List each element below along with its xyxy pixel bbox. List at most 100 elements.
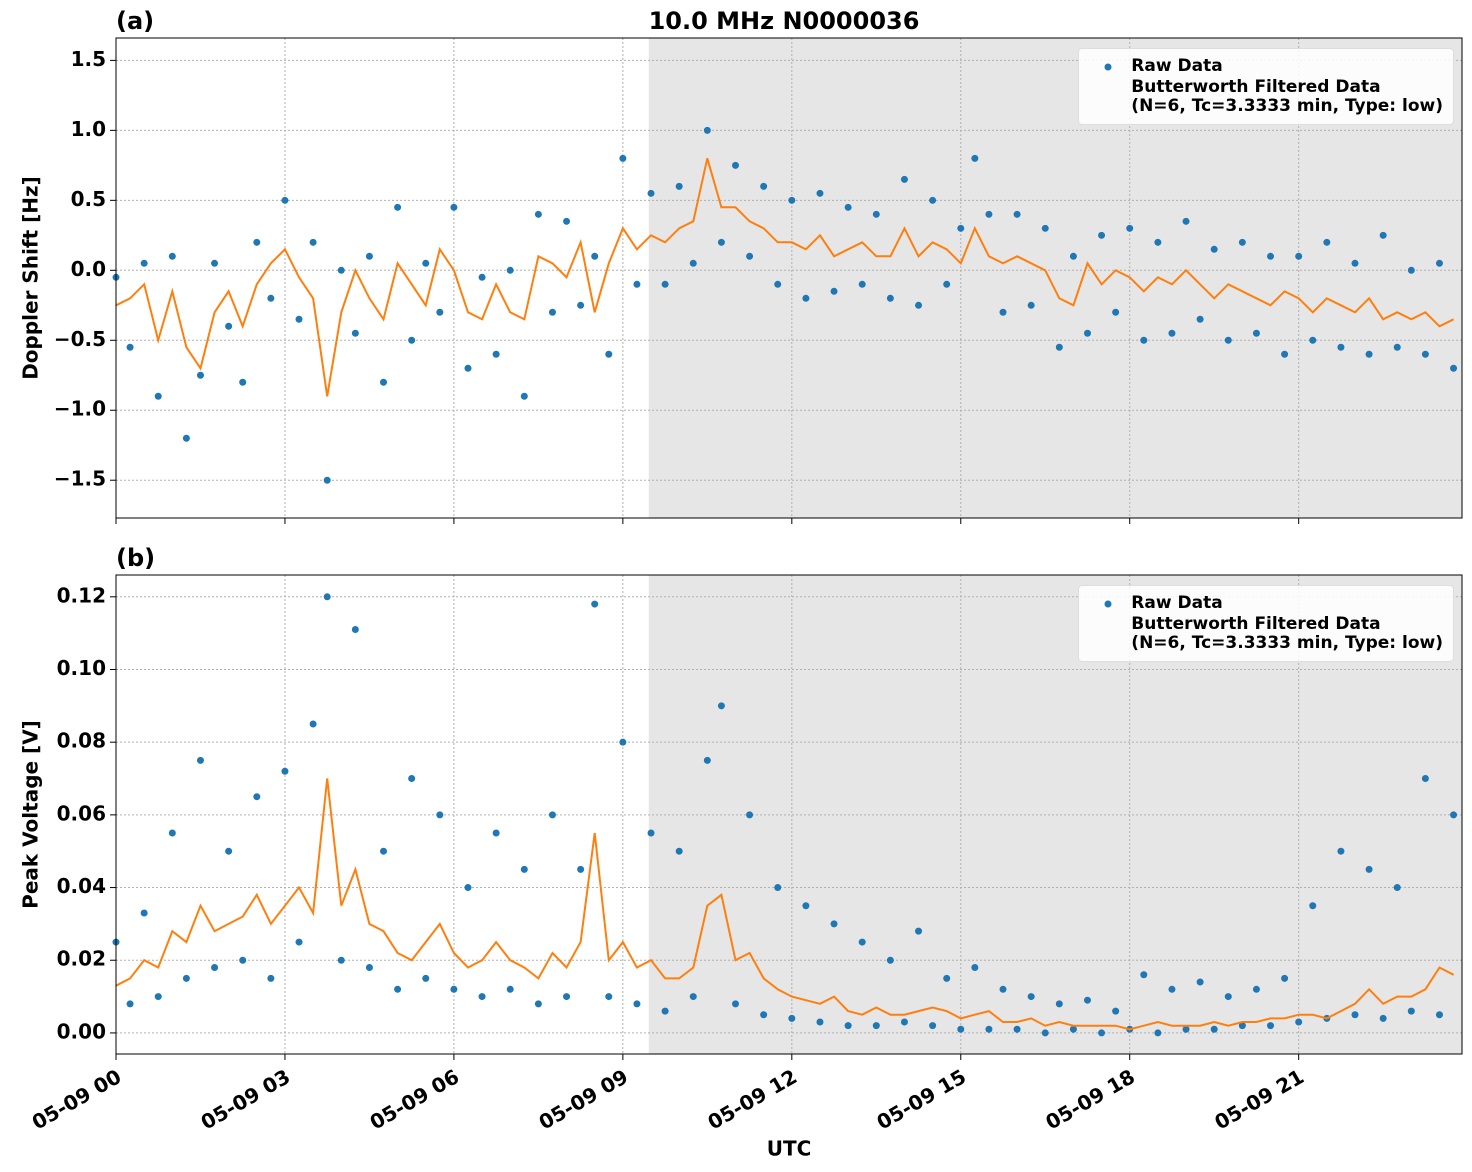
legend-swatch	[1104, 600, 1112, 608]
raw-point	[140, 259, 148, 267]
raw-point	[661, 1007, 669, 1015]
raw-point	[830, 287, 838, 295]
raw-point	[351, 329, 359, 337]
raw-point	[1252, 329, 1260, 337]
raw-point	[731, 1000, 739, 1008]
raw-point	[1295, 1018, 1303, 1026]
raw-point	[253, 793, 261, 801]
raw-point	[436, 811, 444, 819]
raw-point	[1365, 865, 1373, 873]
raw-point	[1098, 231, 1106, 239]
y-tick-label: −1.5	[54, 467, 106, 491]
raw-point	[1112, 308, 1120, 316]
y-tick-label: 0.0	[71, 257, 106, 281]
raw-point	[1041, 1029, 1049, 1037]
raw-point	[1224, 993, 1232, 1001]
raw-point	[1069, 1025, 1077, 1033]
raw-point	[168, 252, 176, 260]
raw-point	[1379, 1014, 1387, 1022]
raw-point	[872, 210, 880, 218]
raw-point	[126, 1000, 134, 1008]
y-tick-label: 0.5	[71, 187, 106, 211]
raw-point	[577, 865, 585, 873]
raw-point	[1224, 336, 1232, 344]
y-tick-label: 0.02	[57, 947, 106, 971]
raw-point	[563, 217, 571, 225]
raw-point	[591, 600, 599, 608]
legend-entry: Butterworth Filtered Data (N=6, Tc=3.333…	[1085, 615, 1443, 653]
raw-point	[1393, 884, 1401, 892]
raw-point	[802, 294, 810, 302]
raw-point	[675, 182, 683, 190]
y-tick-label: 0.08	[57, 729, 106, 753]
raw-point	[957, 1025, 965, 1033]
x-tick-label: 05-09 21	[1210, 1064, 1308, 1134]
raw-point	[1252, 985, 1260, 993]
raw-point	[211, 964, 219, 972]
raw-point	[365, 964, 373, 972]
raw-point	[422, 974, 430, 982]
raw-point	[365, 252, 373, 260]
raw-point	[661, 280, 669, 288]
raw-point	[182, 434, 190, 442]
raw-point	[520, 865, 528, 873]
legend-key	[1085, 57, 1131, 76]
raw-point	[957, 224, 965, 232]
raw-point	[1154, 238, 1162, 246]
raw-point	[1055, 343, 1063, 351]
filtered-line	[115, 158, 1455, 397]
raw-point	[1182, 217, 1190, 225]
raw-point	[971, 964, 979, 972]
raw-point	[1435, 259, 1443, 267]
raw-point	[619, 738, 627, 746]
raw-point	[858, 280, 866, 288]
raw-point	[478, 993, 486, 1001]
raw-point	[1365, 350, 1373, 358]
raw-point	[1140, 971, 1148, 979]
raw-point	[1393, 343, 1401, 351]
raw-point	[774, 280, 782, 288]
raw-point	[492, 829, 500, 837]
raw-point	[225, 847, 233, 855]
raw-point	[1267, 252, 1275, 260]
raw-point	[464, 364, 472, 372]
raw-point	[548, 308, 556, 316]
raw-point	[915, 927, 923, 935]
raw-point	[999, 985, 1007, 993]
raw-point	[985, 210, 993, 218]
raw-point	[1013, 1025, 1021, 1033]
raw-point	[380, 378, 388, 386]
plot-frame	[115, 574, 1463, 1055]
legend: Raw Data Butterworth Filtered Data (N=6, …	[1078, 48, 1454, 125]
raw-point	[619, 154, 627, 162]
raw-point	[506, 985, 514, 993]
legend-entry: Raw Data	[1085, 57, 1443, 76]
legend-label: Butterworth Filtered Data (N=6, Tc=3.333…	[1131, 614, 1443, 653]
x-tick-label: 05-09 09	[535, 1064, 633, 1134]
raw-point	[1281, 350, 1289, 358]
raw-point	[1112, 1007, 1120, 1015]
raw-point	[703, 756, 711, 764]
raw-point	[1196, 978, 1204, 986]
raw-point	[929, 1022, 937, 1030]
legend-label: Raw Data	[1131, 56, 1223, 76]
raw-point	[1407, 266, 1415, 274]
raw-point	[351, 626, 359, 634]
y-tick-label: 0.10	[57, 656, 106, 680]
raw-point	[450, 985, 458, 993]
raw-point	[309, 238, 317, 246]
y-tick-label: 0.12	[57, 583, 106, 607]
raw-point	[1210, 245, 1218, 253]
raw-point	[1450, 364, 1458, 372]
raw-point	[844, 1022, 852, 1030]
raw-point	[548, 811, 556, 819]
raw-point	[1027, 301, 1035, 309]
y-axis-label: Peak Voltage [V]	[19, 720, 43, 909]
raw-point	[1295, 252, 1303, 260]
raw-point	[1309, 902, 1317, 910]
y-tick-label: 1.0	[71, 117, 106, 141]
raw-point	[1210, 1025, 1218, 1033]
raw-point	[985, 1025, 993, 1033]
raw-point	[1083, 996, 1091, 1004]
raw-point	[816, 189, 824, 197]
